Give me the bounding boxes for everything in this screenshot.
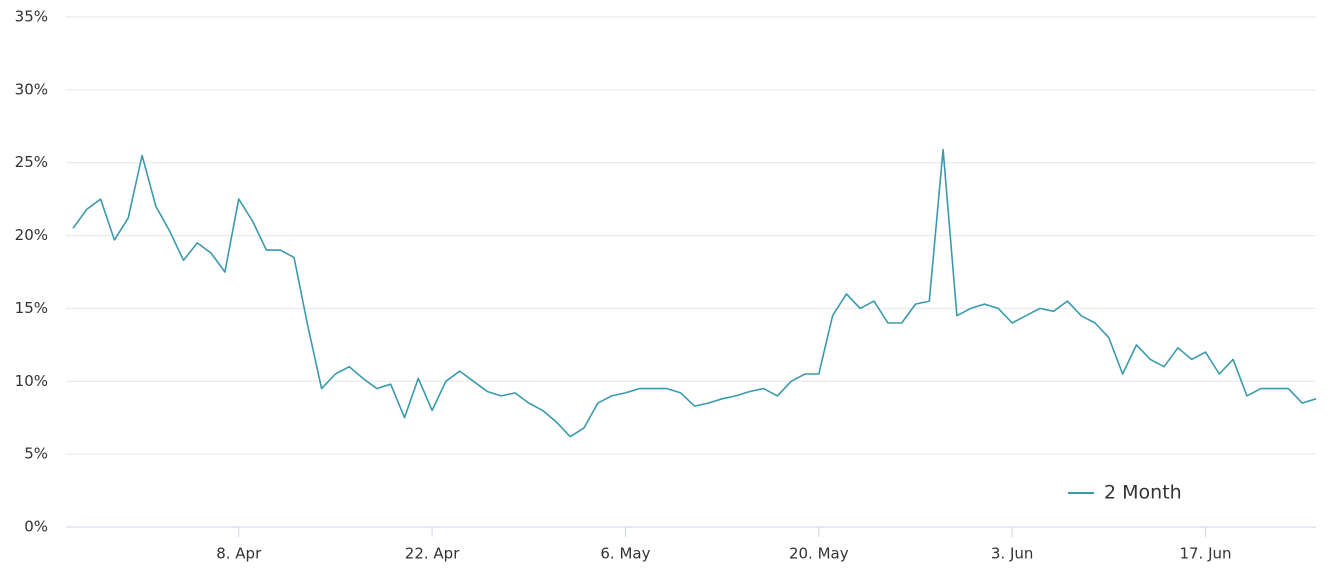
x-tick-label: 17. Jun xyxy=(1179,545,1231,563)
x-tick-label: 22. Apr xyxy=(405,545,460,563)
y-tick-label: 10% xyxy=(15,372,48,390)
y-tick-label: 25% xyxy=(15,153,48,171)
x-tick-label: 3. Jun xyxy=(991,545,1034,563)
y-tick-label: 35% xyxy=(15,8,48,26)
y-tick-label: 20% xyxy=(15,226,48,244)
y-tick-label: 15% xyxy=(15,299,48,317)
y-tick-label: 30% xyxy=(15,80,48,98)
x-tick-label: 20. May xyxy=(789,545,849,563)
line-series xyxy=(72,148,1317,438)
y-tick-label: 0% xyxy=(24,518,48,536)
x-tick-label: 8. Apr xyxy=(216,545,262,563)
legend-label: 2 Month xyxy=(1104,482,1182,504)
y-tick-label: 5% xyxy=(24,445,48,463)
x-tick-label: 6. May xyxy=(600,545,650,563)
